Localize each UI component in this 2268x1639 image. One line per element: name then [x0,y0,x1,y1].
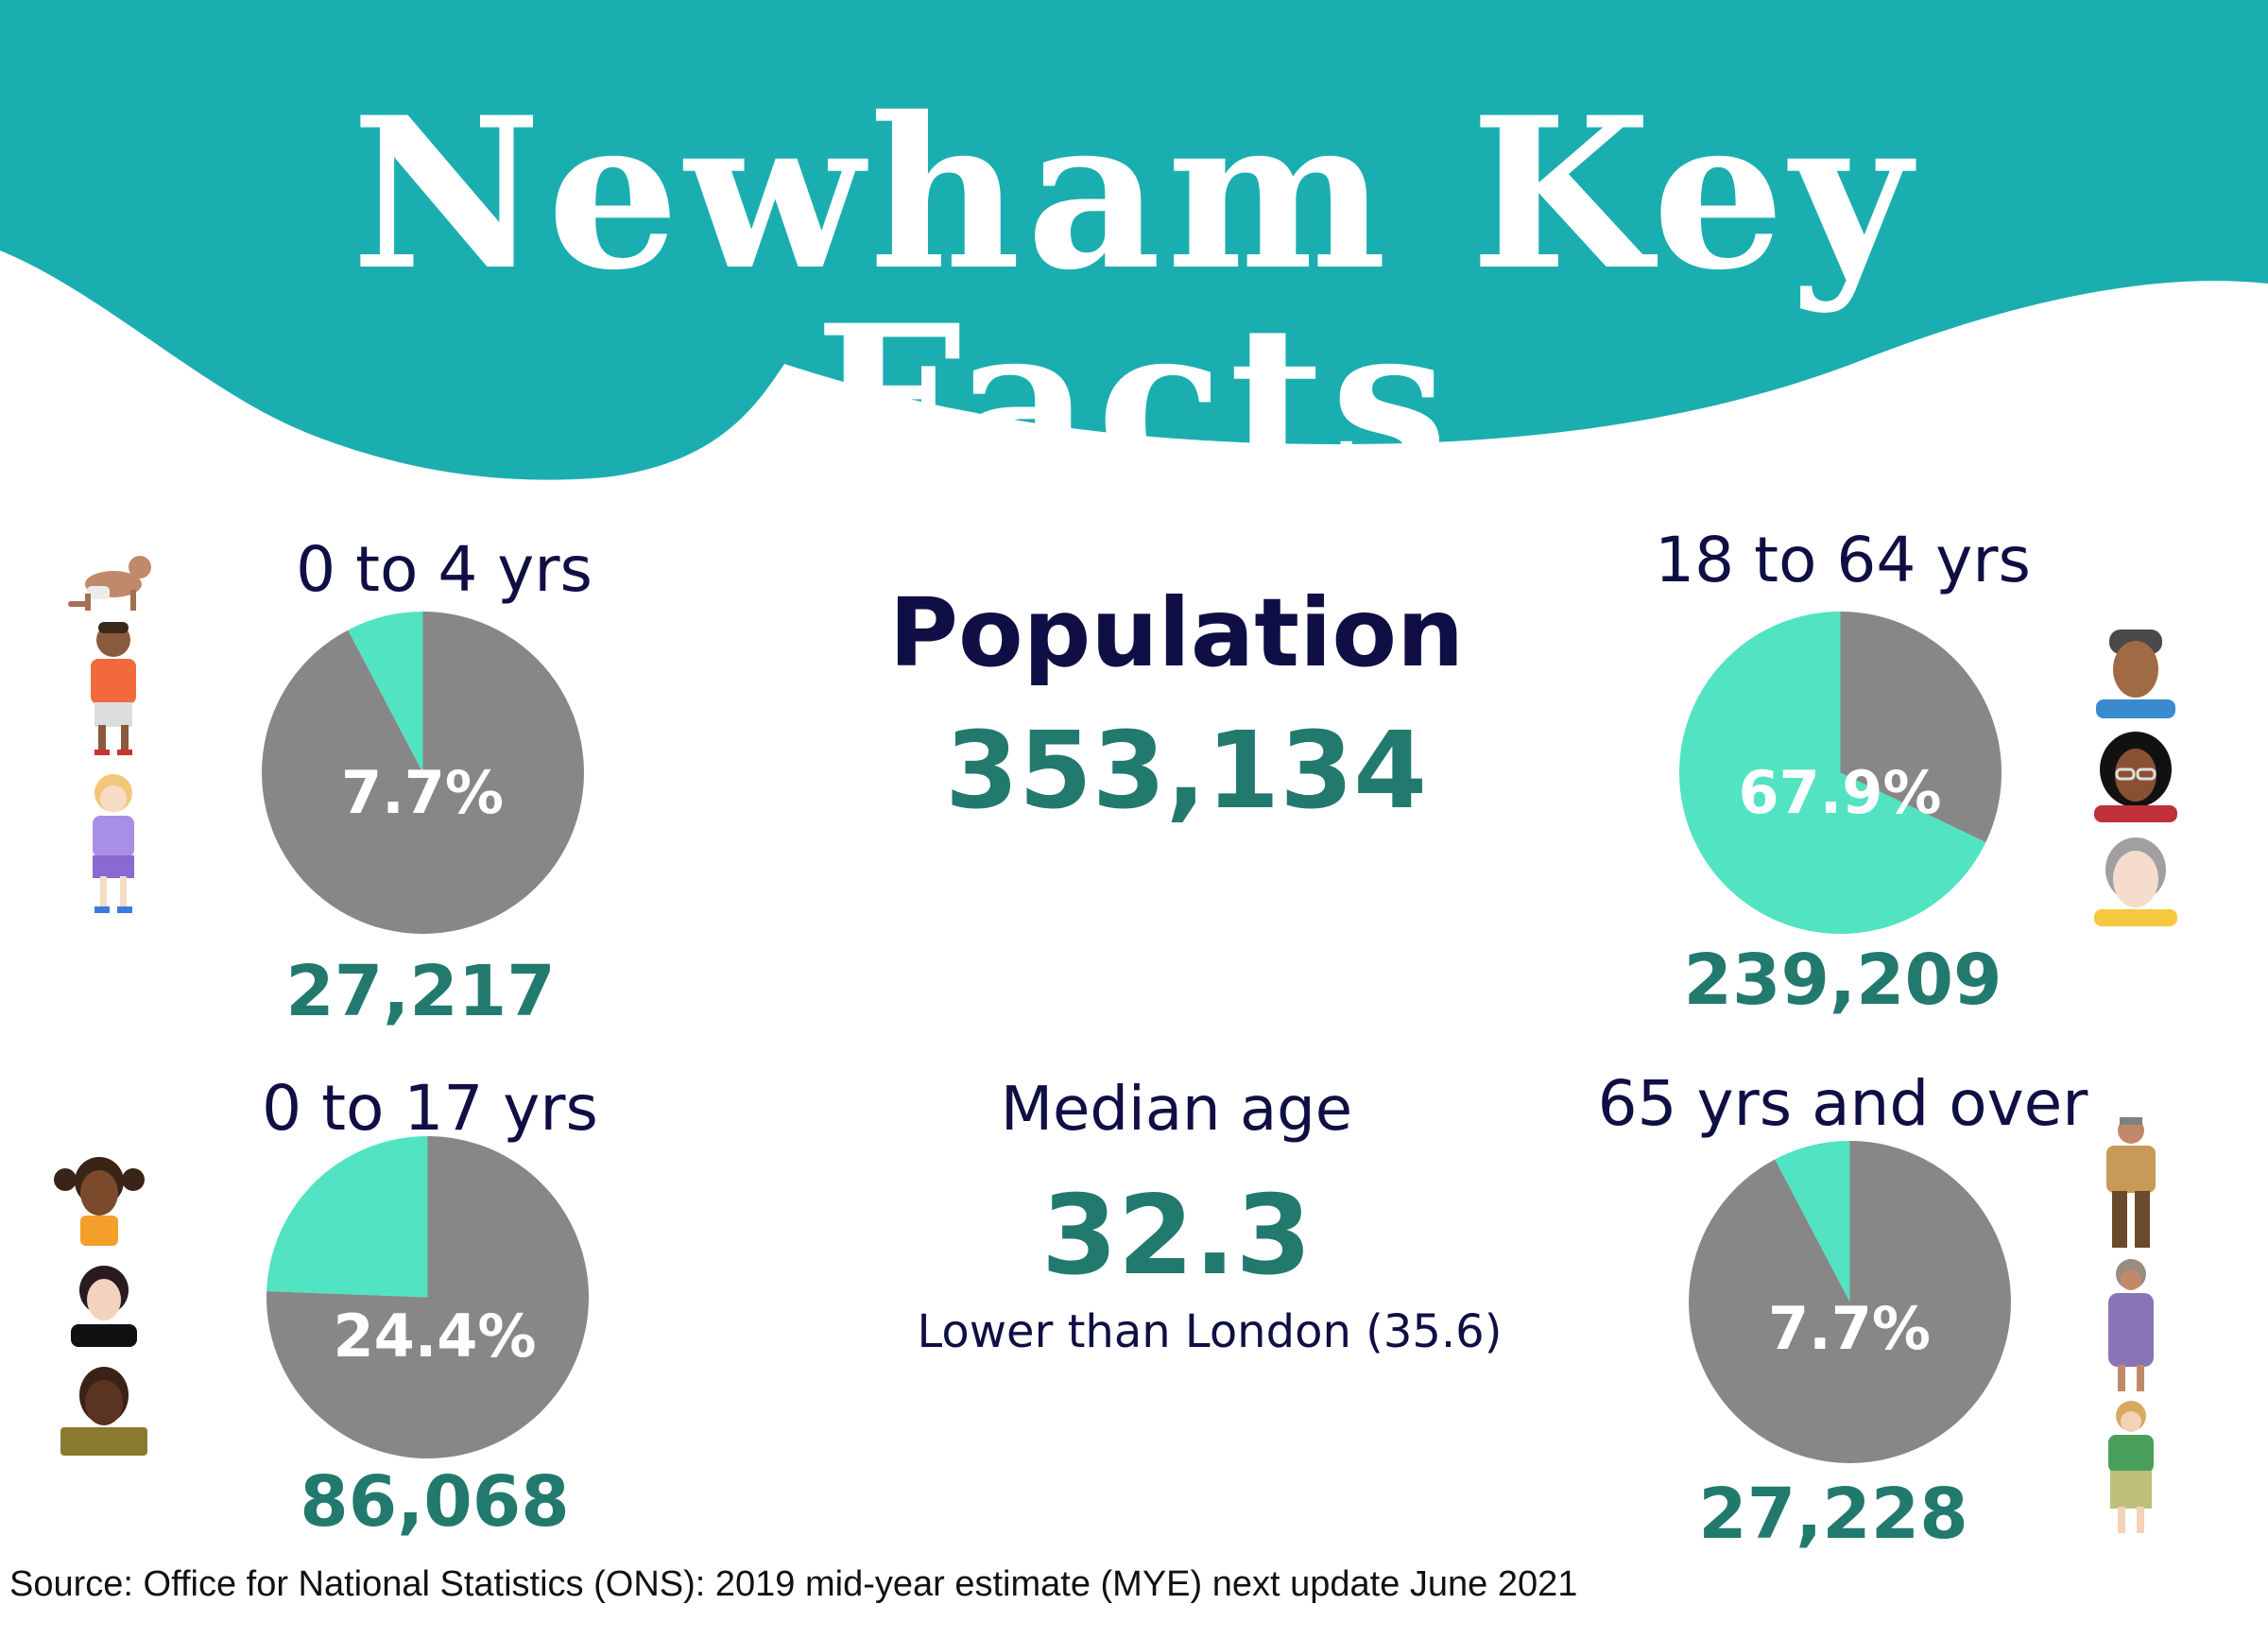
pie-chart-0-17: 24.4% [266,1136,589,1458]
pie-count-0-17: 86,068 [300,1461,570,1543]
population-label: Population [888,578,1465,688]
pie-slice-share [1679,612,1986,934]
pie-chart-0-4: 7.7% [262,612,584,934]
teen-boy-avatar-icon [60,1367,147,1456]
pie-label-0-4: 7.7% [341,758,504,827]
pie-label-65-plus: 7.7% [1768,1294,1931,1363]
crawling-baby-icon [68,556,151,611]
pie-title-18-64: 18 to 64 yrs [1655,524,2031,596]
pie-slice-remainder [1840,612,2002,843]
pie-slice-remainder [1689,1141,2011,1463]
teen-avatar-icon [71,1266,137,1347]
pie-count-65-plus: 27,228 [1698,1474,1968,1555]
pie-chart-65-plus: 7.7% [1689,1141,2011,1463]
page-title: Newham Key Facts [351,71,1917,524]
older-man-avatar-icon [2094,837,2177,926]
population-value: 353,134 [944,710,1428,833]
man-avatar-icon [2096,630,2175,718]
girl-icon [93,774,134,913]
pie-slice-share [266,1136,428,1298]
pie-label-0-17: 24.4% [333,1302,536,1371]
source-note: Source: Office for National Statistics (… [9,1564,1578,1604]
median-age-note: Lower than London (35.6) [917,1305,1503,1358]
pie-slice-remainder [266,1136,589,1458]
pie-slice-share [1775,1141,1850,1303]
older-woman-icon [2108,1401,2154,1533]
median-age-value: 32.3 [1040,1172,1313,1300]
pie-label-18-64: 67.9% [1738,758,1941,827]
header-wave [0,0,2268,480]
pie-title-0-4: 0 to 4 yrs [296,533,593,606]
pie-count-0-4: 27,217 [285,951,556,1032]
pie-title-65-plus: 65 yrs and over [1597,1067,2088,1140]
pie-title-0-17: 0 to 17 yrs [262,1072,598,1145]
header-wave-shape [0,0,2268,480]
woman-glasses-avatar-icon [2094,732,2177,822]
elderly-woman-icon [2108,1259,2154,1391]
boy-icon [91,622,136,755]
median-age-label: Median age [1000,1075,1353,1145]
girl-pigtails-avatar-icon [54,1157,145,1246]
pie-slice-remainder [262,612,584,934]
pie-count-18-64: 239,209 [1683,940,2002,1021]
pie-slice-share [348,612,423,773]
elderly-man-icon [2106,1117,2156,1248]
pie-chart-18-64: 67.9% [1679,612,2002,934]
